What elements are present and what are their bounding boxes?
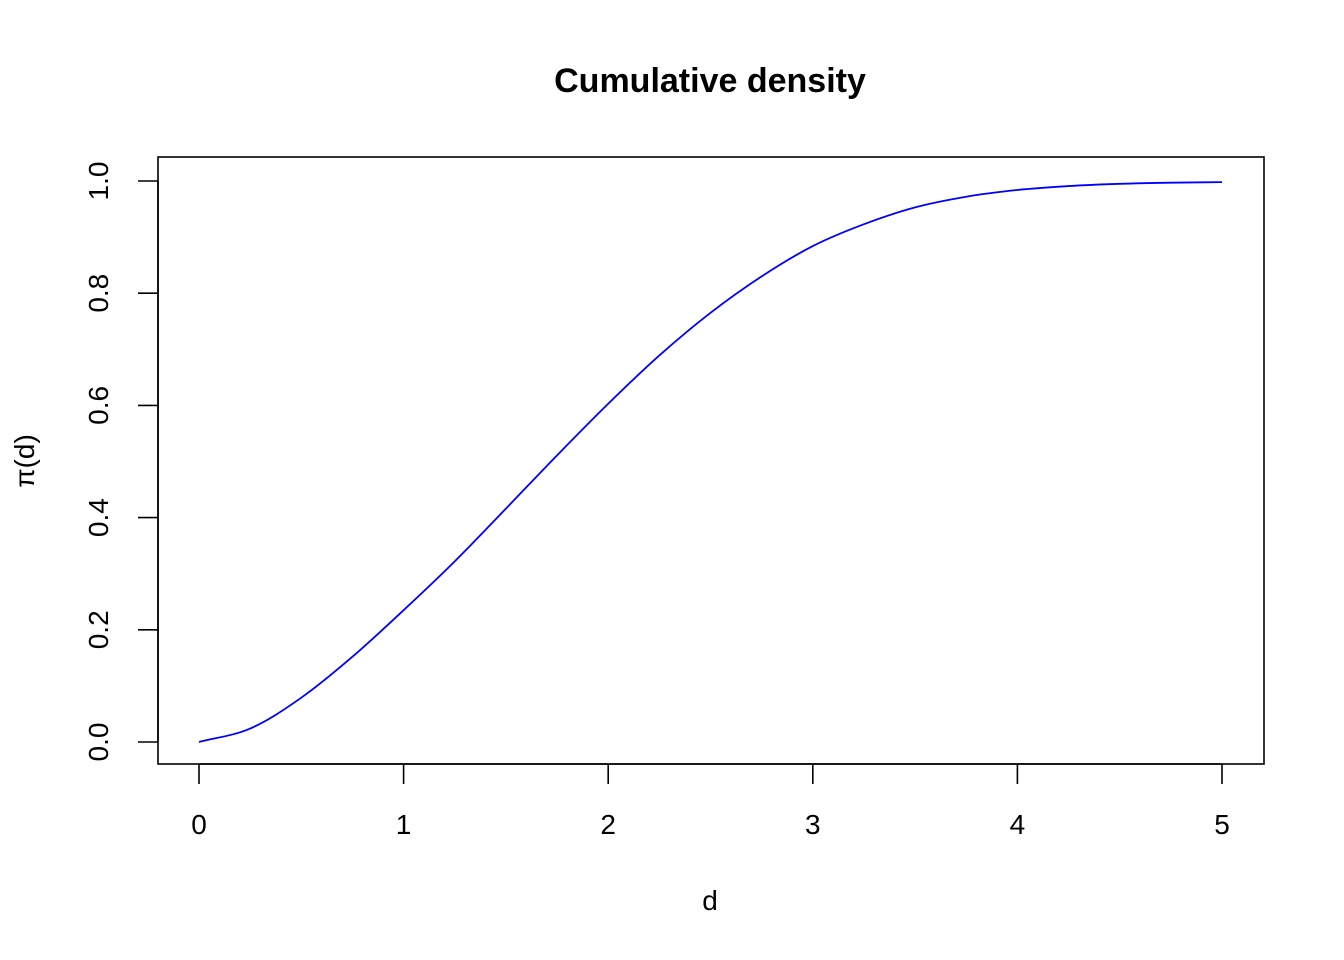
plot-frame [157, 156, 1265, 765]
x-axis-label: d [702, 885, 718, 916]
series-line-0 [198, 181, 1223, 743]
x-axis: 0 1 2 3 4 5 [191, 763, 1230, 840]
y-tick-label: 0.0 [83, 723, 114, 762]
x-tick-label: 3 [805, 809, 821, 840]
x-tick-label: 2 [600, 809, 616, 840]
series-layer [198, 181, 1223, 743]
y-tick-label: 0.8 [83, 274, 114, 313]
y-tick-label: 0.2 [83, 610, 114, 649]
y-axis-label: π(d) [9, 434, 40, 488]
x-tick-label: 1 [396, 809, 412, 840]
x-tick-label: 5 [1214, 809, 1230, 840]
y-tick-label: 0.4 [83, 498, 114, 537]
x-tick-label: 0 [191, 809, 207, 840]
chart-title: Cumulative density [554, 62, 866, 100]
y-axis: 0.0 0.2 0.4 0.6 0.8 1.0 [83, 162, 159, 762]
y-tick-label: 1.0 [83, 162, 114, 201]
y-tick-label: 0.6 [83, 386, 114, 425]
x-tick-label: 4 [1010, 809, 1026, 840]
